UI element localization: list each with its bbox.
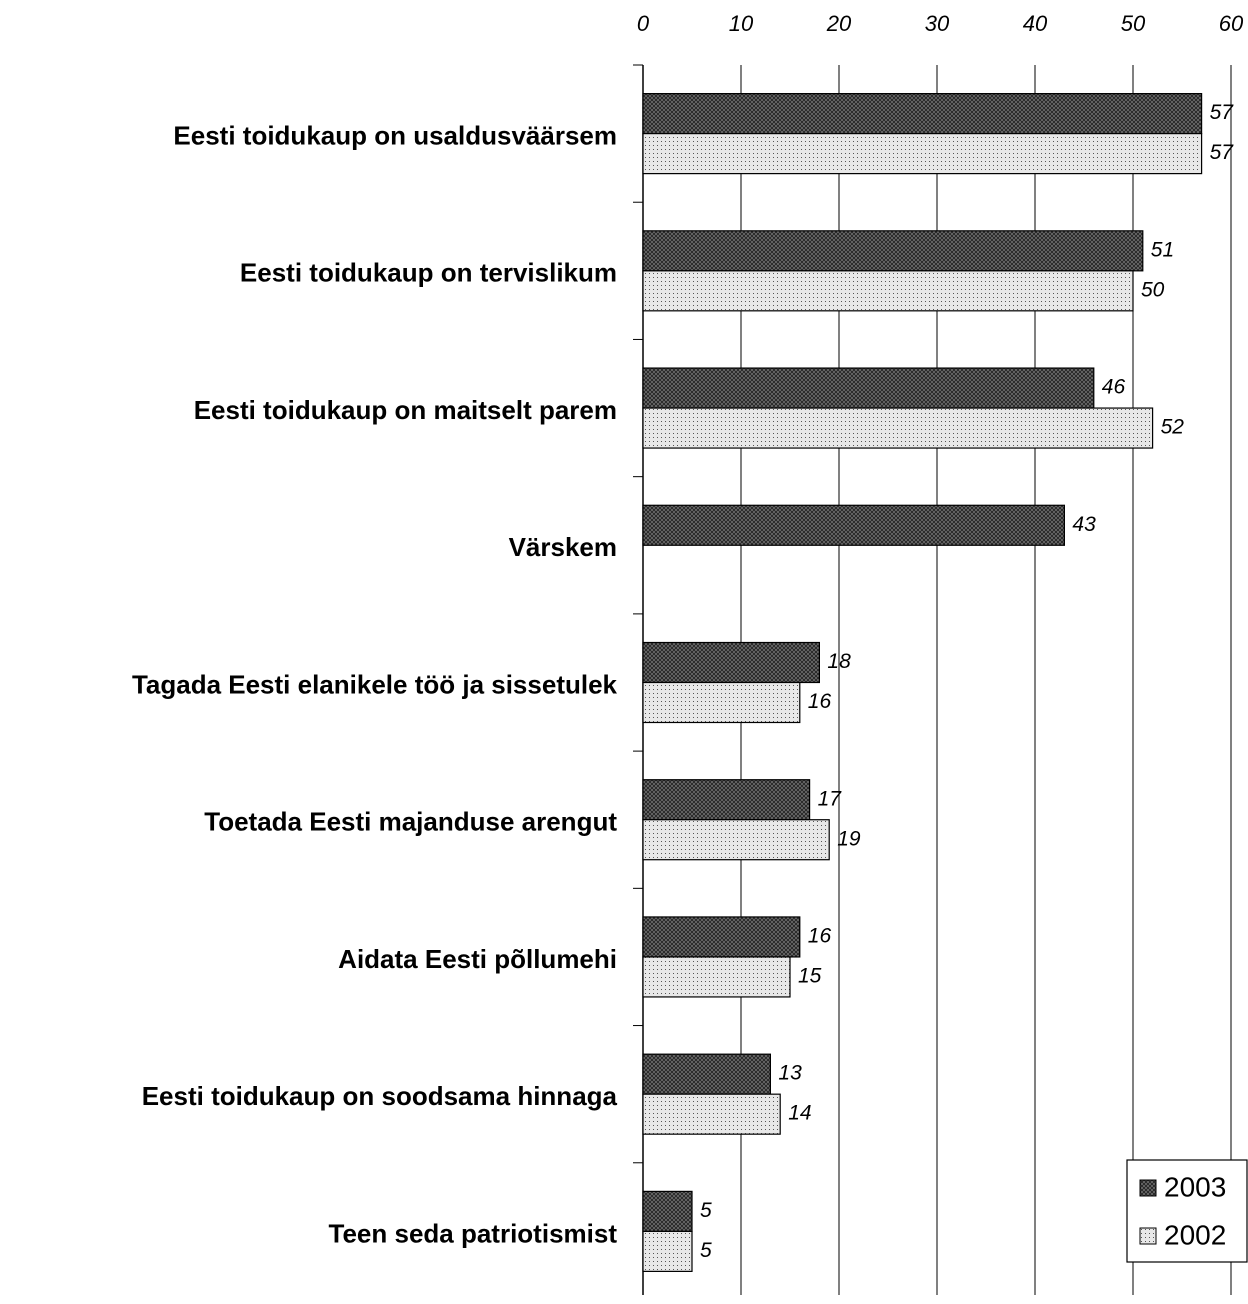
bar	[642, 681, 801, 724]
value-label: 16	[808, 924, 832, 947]
legend-swatch	[1139, 1227, 1157, 1245]
value-label: 51	[1151, 238, 1174, 261]
bar	[642, 504, 1065, 546]
bar	[642, 1230, 693, 1272]
x-tick-label: 10	[729, 11, 754, 36]
legend: 2003 2002	[1126, 1159, 1248, 1263]
x-tick-label: 40	[1023, 11, 1048, 36]
bar	[642, 641, 820, 684]
value-label: 46	[1102, 376, 1126, 399]
value-label: 50	[1141, 278, 1165, 301]
value-label: 18	[827, 650, 851, 673]
legend-label: 2002	[1164, 1219, 1226, 1250]
x-tick-label: 60	[1219, 11, 1244, 36]
bar	[642, 1190, 693, 1232]
value-label: 15	[798, 964, 822, 987]
bar	[642, 1053, 772, 1095]
bar	[642, 819, 830, 861]
legend-box	[1126, 1159, 1248, 1263]
bar	[642, 133, 1203, 175]
category-label: Tagada Eesti elanikele töö ja sissetulek	[132, 669, 618, 699]
bar	[642, 367, 1095, 409]
value-label: 5	[700, 1199, 712, 1222]
value-label: 43	[1072, 513, 1096, 536]
value-label: 16	[808, 690, 832, 713]
category-label: Värskem	[509, 532, 617, 562]
x-tick-label: 20	[826, 11, 852, 36]
bar	[642, 230, 1144, 272]
x-tick-label: 30	[925, 11, 950, 36]
bar	[642, 1093, 781, 1135]
value-label: 14	[788, 1102, 811, 1125]
legend-swatch	[1139, 1179, 1157, 1197]
bar	[642, 93, 1203, 135]
category-label: Eesti toidukaup on tervislikum	[240, 258, 617, 288]
value-label: 52	[1161, 416, 1185, 439]
category-label: Teen seda patriotismist	[329, 1218, 618, 1248]
value-label: 57	[1210, 141, 1235, 164]
category-label: Aidata Eesti põllumehi	[338, 944, 617, 974]
bar	[642, 779, 811, 821]
category-label: Toetada Eesti majanduse arengut	[204, 807, 617, 837]
value-label: 17	[818, 787, 843, 810]
bar	[642, 407, 1154, 449]
value-label: 13	[778, 1062, 802, 1085]
value-label: 19	[837, 827, 861, 850]
value-label: 57	[1210, 101, 1235, 124]
bar	[642, 916, 801, 958]
x-tick-label: 0	[637, 11, 650, 36]
value-label: 5	[700, 1239, 712, 1262]
category-label: Eesti toidukaup on maitselt parem	[194, 395, 617, 425]
category-label: Eesti toidukaup on soodsama hinnaga	[142, 1081, 618, 1111]
bar	[642, 270, 1134, 312]
category-label: Eesti toidukaup on usaldusväärsem	[173, 120, 617, 150]
legend-label: 2003	[1164, 1171, 1226, 1202]
x-tick-label: 50	[1121, 11, 1146, 36]
bar	[642, 956, 791, 998]
